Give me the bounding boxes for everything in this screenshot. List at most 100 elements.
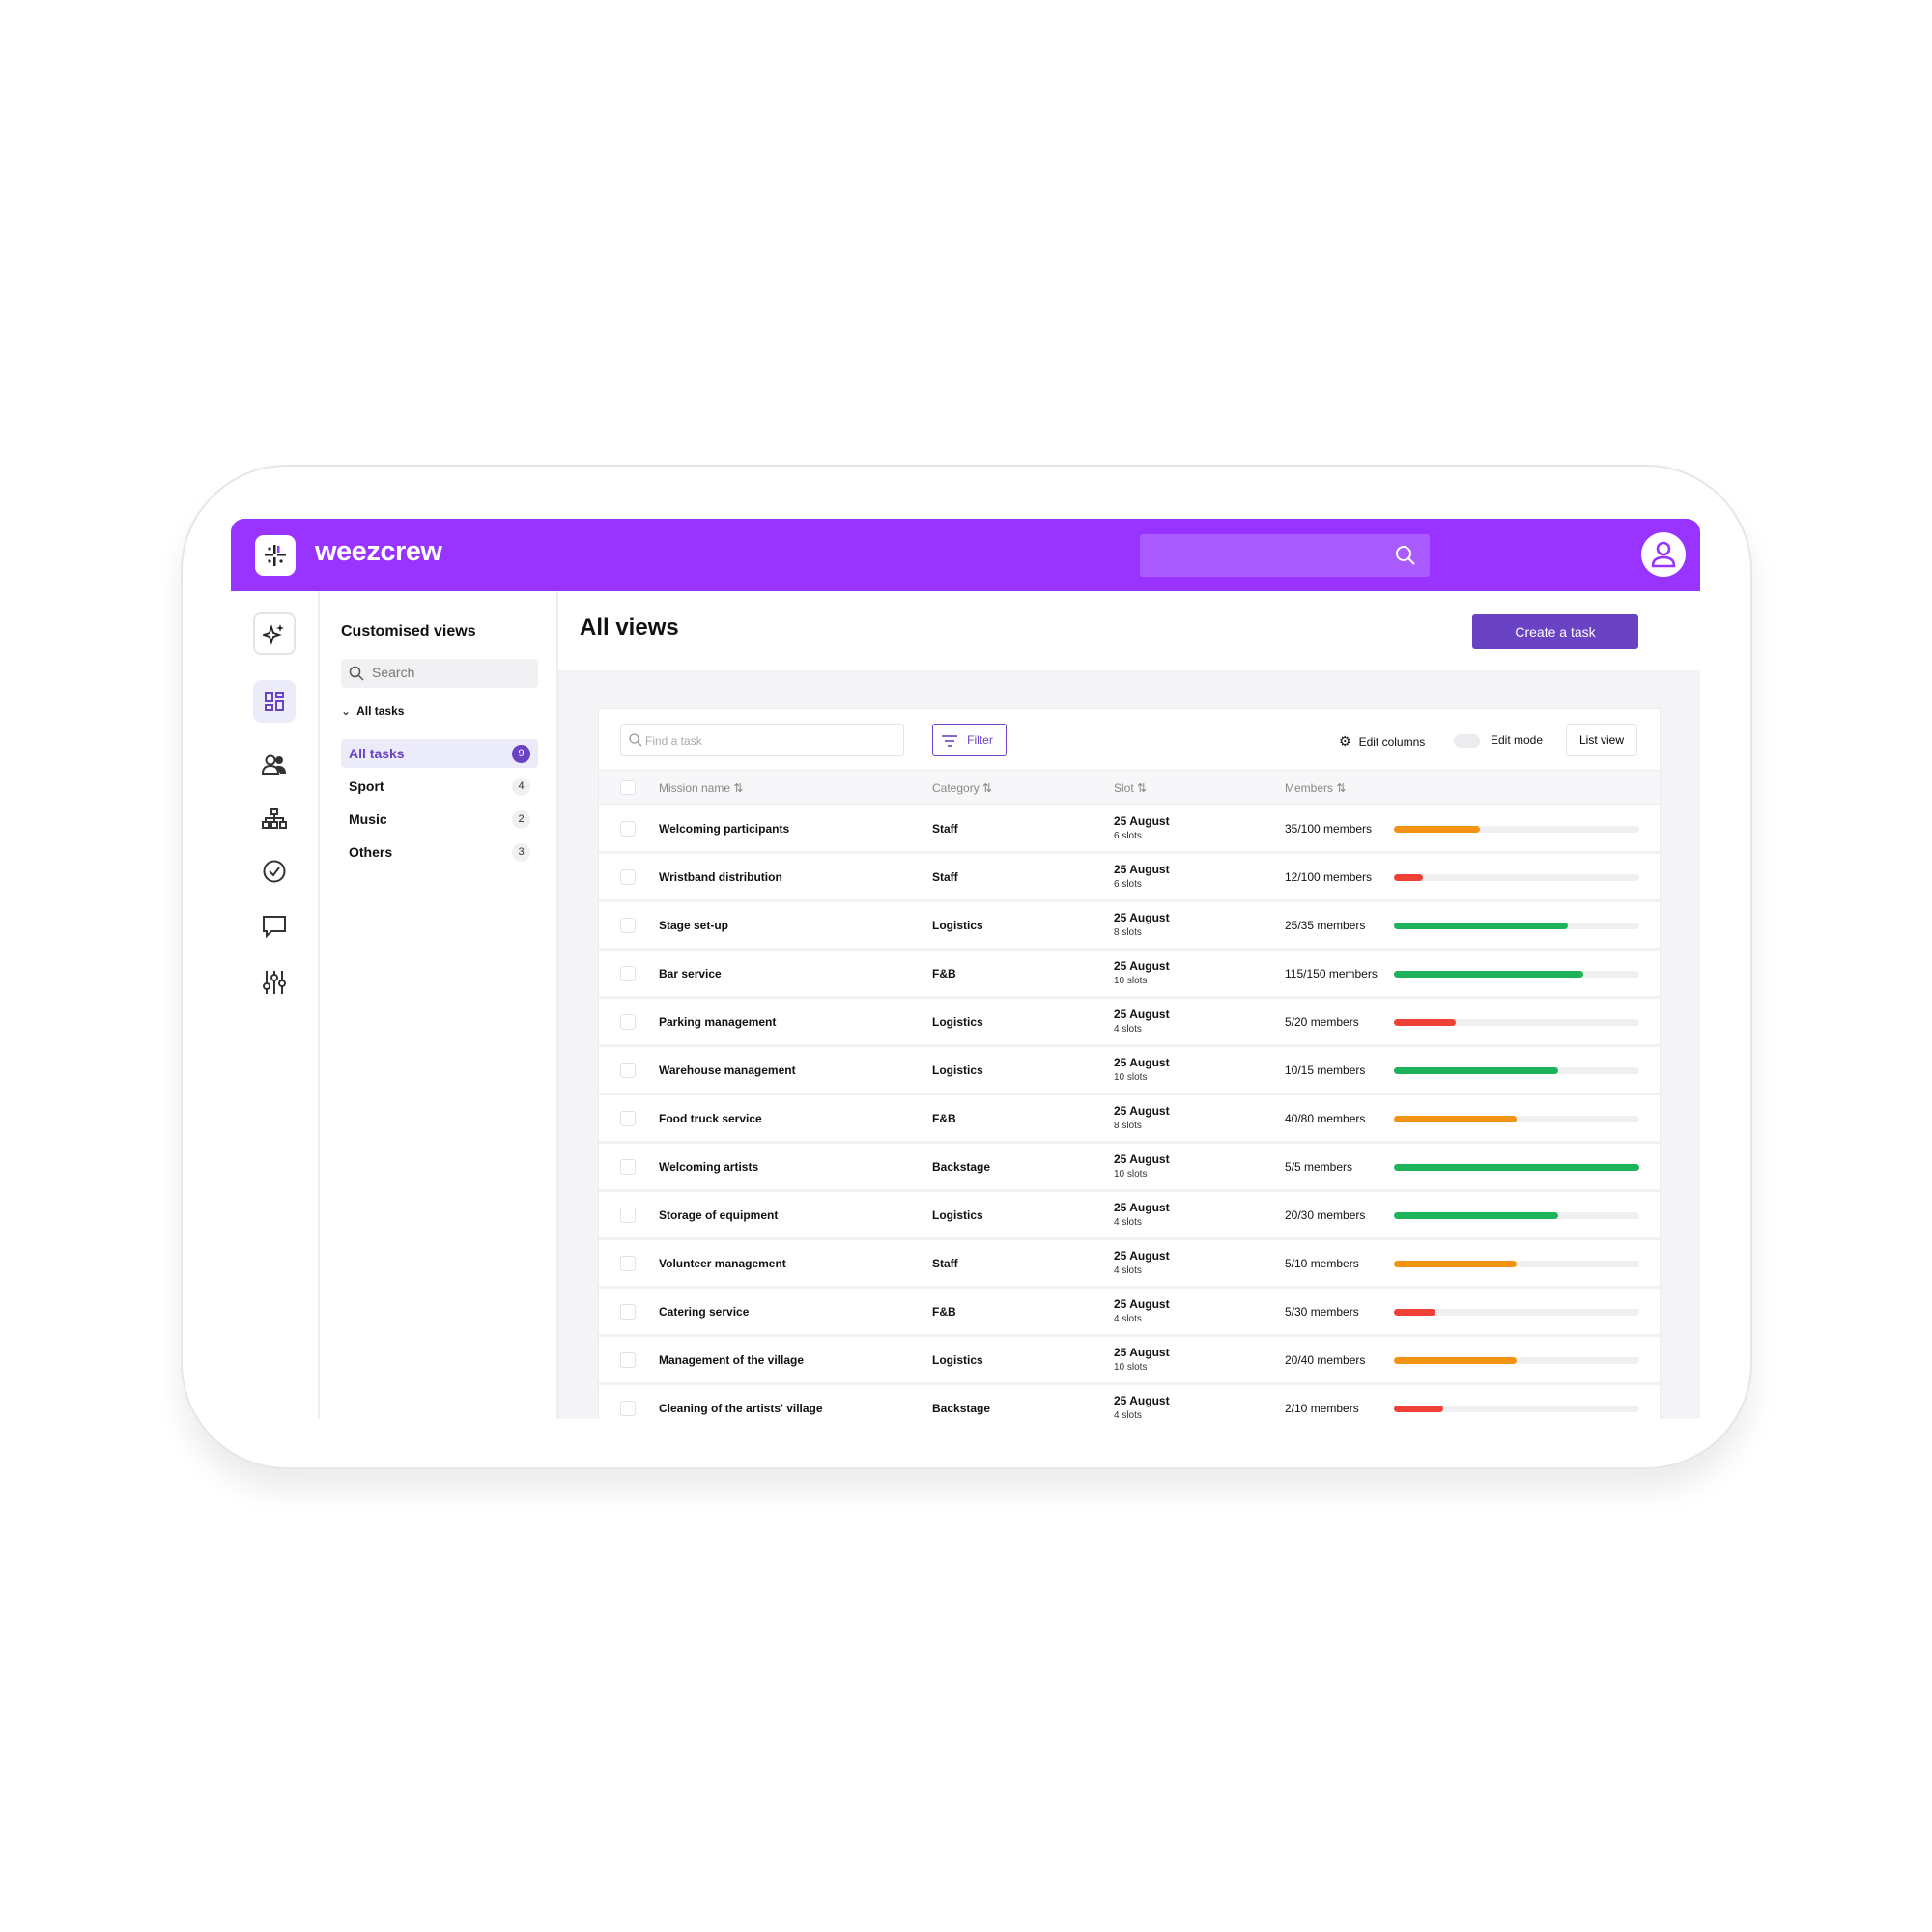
list-view-button[interactable]: List view xyxy=(1566,724,1637,756)
mission-name: Catering service xyxy=(659,1305,750,1319)
app-window: weezcrew Customised views Search ⌄ All ta… xyxy=(231,519,1700,1419)
table-row[interactable]: Catering service F&B 25 August 4 slots 5… xyxy=(599,1289,1660,1337)
user-avatar[interactable] xyxy=(1641,532,1686,577)
edit-mode-toggle[interactable] xyxy=(1454,734,1480,748)
row-checkbox[interactable] xyxy=(620,918,636,933)
column-label: Mission name xyxy=(659,781,731,795)
select-all-checkbox[interactable] xyxy=(620,780,636,795)
members-progress-bar xyxy=(1394,1406,1639,1412)
slot-date: 25 August xyxy=(1114,1056,1170,1069)
slot-count: 4 slots xyxy=(1114,1024,1142,1035)
row-checkbox[interactable] xyxy=(620,1352,636,1368)
members-progress-bar xyxy=(1394,1116,1639,1122)
row-checkbox[interactable] xyxy=(620,1014,636,1030)
edit-columns-button[interactable]: ⚙ Edit columns xyxy=(1339,733,1425,750)
views-search-input[interactable]: Search xyxy=(341,659,538,688)
category: Logistics xyxy=(932,1208,983,1222)
members-progress-fill xyxy=(1394,923,1569,929)
members-progress-fill xyxy=(1394,1116,1517,1122)
slot-date: 25 August xyxy=(1114,959,1170,973)
filter-button[interactable]: Filter xyxy=(932,724,1007,756)
row-checkbox[interactable] xyxy=(620,966,636,981)
mission-name: Storage of equipment xyxy=(659,1208,779,1222)
slot-date: 25 August xyxy=(1114,1297,1170,1311)
slot-count: 4 slots xyxy=(1114,1314,1142,1324)
slot-date: 25 August xyxy=(1114,1008,1170,1021)
views-panel: Customised views Search ⌄ All tasks All t… xyxy=(320,591,558,1419)
table-row[interactable]: Wristband distribution Staff 25 August 6… xyxy=(599,854,1660,902)
row-checkbox[interactable] xyxy=(620,1159,636,1175)
dashboard-icon xyxy=(265,692,284,711)
team-nav-button[interactable] xyxy=(253,744,296,786)
global-search-input[interactable] xyxy=(1140,534,1430,577)
slot-count: 8 slots xyxy=(1114,927,1142,938)
mission-name: Food truck service xyxy=(659,1112,762,1125)
gear-icon: ⚙ xyxy=(1339,733,1351,749)
view-item-others[interactable]: Others 3 xyxy=(341,838,538,867)
top-bar: weezcrew xyxy=(231,519,1700,591)
hierarchy-icon xyxy=(262,808,287,829)
slot-date: 25 August xyxy=(1114,814,1170,828)
members-progress-fill xyxy=(1394,1357,1517,1364)
members-progress-fill xyxy=(1394,826,1480,833)
column-slot[interactable]: Slot ⇅ xyxy=(1114,781,1147,795)
group-label: All tasks xyxy=(356,704,405,718)
members-progress-bar xyxy=(1394,826,1639,833)
user-icon xyxy=(1651,541,1676,568)
table-row[interactable]: Welcoming participants Staff 25 August 6… xyxy=(599,806,1660,854)
table-row[interactable]: Management of the village Logistics 25 A… xyxy=(599,1337,1660,1385)
slot-count: 6 slots xyxy=(1114,831,1142,841)
settings-nav-button[interactable] xyxy=(253,961,296,1004)
view-label: Sport xyxy=(349,779,384,794)
group-all-tasks-toggle[interactable]: ⌄ All tasks xyxy=(341,704,404,718)
messages-nav-button[interactable] xyxy=(253,905,296,948)
column-category[interactable]: Category ⇅ xyxy=(932,781,992,795)
table-row[interactable]: Welcoming artists Backstage 25 August 10… xyxy=(599,1144,1660,1192)
row-checkbox[interactable] xyxy=(620,1208,636,1223)
mission-name: Warehouse management xyxy=(659,1064,796,1077)
chat-icon xyxy=(263,916,286,939)
table-row[interactable]: Bar service F&B 25 August 10 slots 115/1… xyxy=(599,951,1660,999)
ai-sparkle-button[interactable] xyxy=(253,612,296,655)
row-checkbox[interactable] xyxy=(620,821,636,837)
category: Logistics xyxy=(932,1353,983,1367)
organization-nav-button[interactable] xyxy=(253,797,296,839)
column-mission-name[interactable]: Mission name ⇅ xyxy=(659,781,743,795)
table-row[interactable]: Stage set-up Logistics 25 August 8 slots… xyxy=(599,902,1660,951)
table-row[interactable]: Warehouse management Logistics 25 August… xyxy=(599,1047,1660,1095)
find-task-input[interactable]: Find a task xyxy=(620,724,904,756)
members-progress-bar xyxy=(1394,1164,1639,1171)
validation-nav-button[interactable] xyxy=(253,850,296,893)
row-checkbox[interactable] xyxy=(620,1304,636,1320)
members-count: 20/30 members xyxy=(1285,1208,1366,1222)
members-count: 5/10 members xyxy=(1285,1257,1359,1270)
view-item-all-tasks[interactable]: All tasks 9 xyxy=(341,739,538,768)
panel-title: Customised views xyxy=(341,623,476,639)
logo-icon[interactable] xyxy=(255,535,296,576)
table-row[interactable]: Volunteer management Staff 25 August 4 s… xyxy=(599,1240,1660,1289)
category: Logistics xyxy=(932,1015,983,1029)
dashboard-nav-button[interactable] xyxy=(253,680,296,723)
row-checkbox[interactable] xyxy=(620,1401,636,1416)
row-checkbox[interactable] xyxy=(620,1063,636,1078)
row-checkbox[interactable] xyxy=(620,1256,636,1271)
category: Logistics xyxy=(932,1064,983,1077)
category: Staff xyxy=(932,822,958,836)
members-count: 2/10 members xyxy=(1285,1402,1359,1415)
view-item-sport[interactable]: Sport 4 xyxy=(341,772,538,801)
tasks-table-card: Find a task Filter ⚙ Edit columns Edit mo… xyxy=(598,708,1661,1419)
members-count: 12/100 members xyxy=(1285,870,1373,884)
table-row[interactable]: Parking management Logistics 25 August 4… xyxy=(599,999,1660,1047)
row-checkbox[interactable] xyxy=(620,1111,636,1126)
column-members[interactable]: Members ⇅ xyxy=(1285,781,1346,795)
members-count: 35/100 members xyxy=(1285,822,1373,836)
slot-date: 25 August xyxy=(1114,1346,1170,1359)
members-progress-bar xyxy=(1394,1357,1639,1364)
table-row[interactable]: Food truck service F&B 25 August 8 slots… xyxy=(599,1095,1660,1144)
view-item-music[interactable]: Music 2 xyxy=(341,805,538,834)
mission-name: Welcoming participants xyxy=(659,822,790,836)
table-row[interactable]: Cleaning of the artists' village Backsta… xyxy=(599,1385,1660,1419)
table-row[interactable]: Storage of equipment Logistics 25 August… xyxy=(599,1192,1660,1240)
row-checkbox[interactable] xyxy=(620,869,636,885)
create-task-button[interactable]: Create a task xyxy=(1472,614,1638,649)
